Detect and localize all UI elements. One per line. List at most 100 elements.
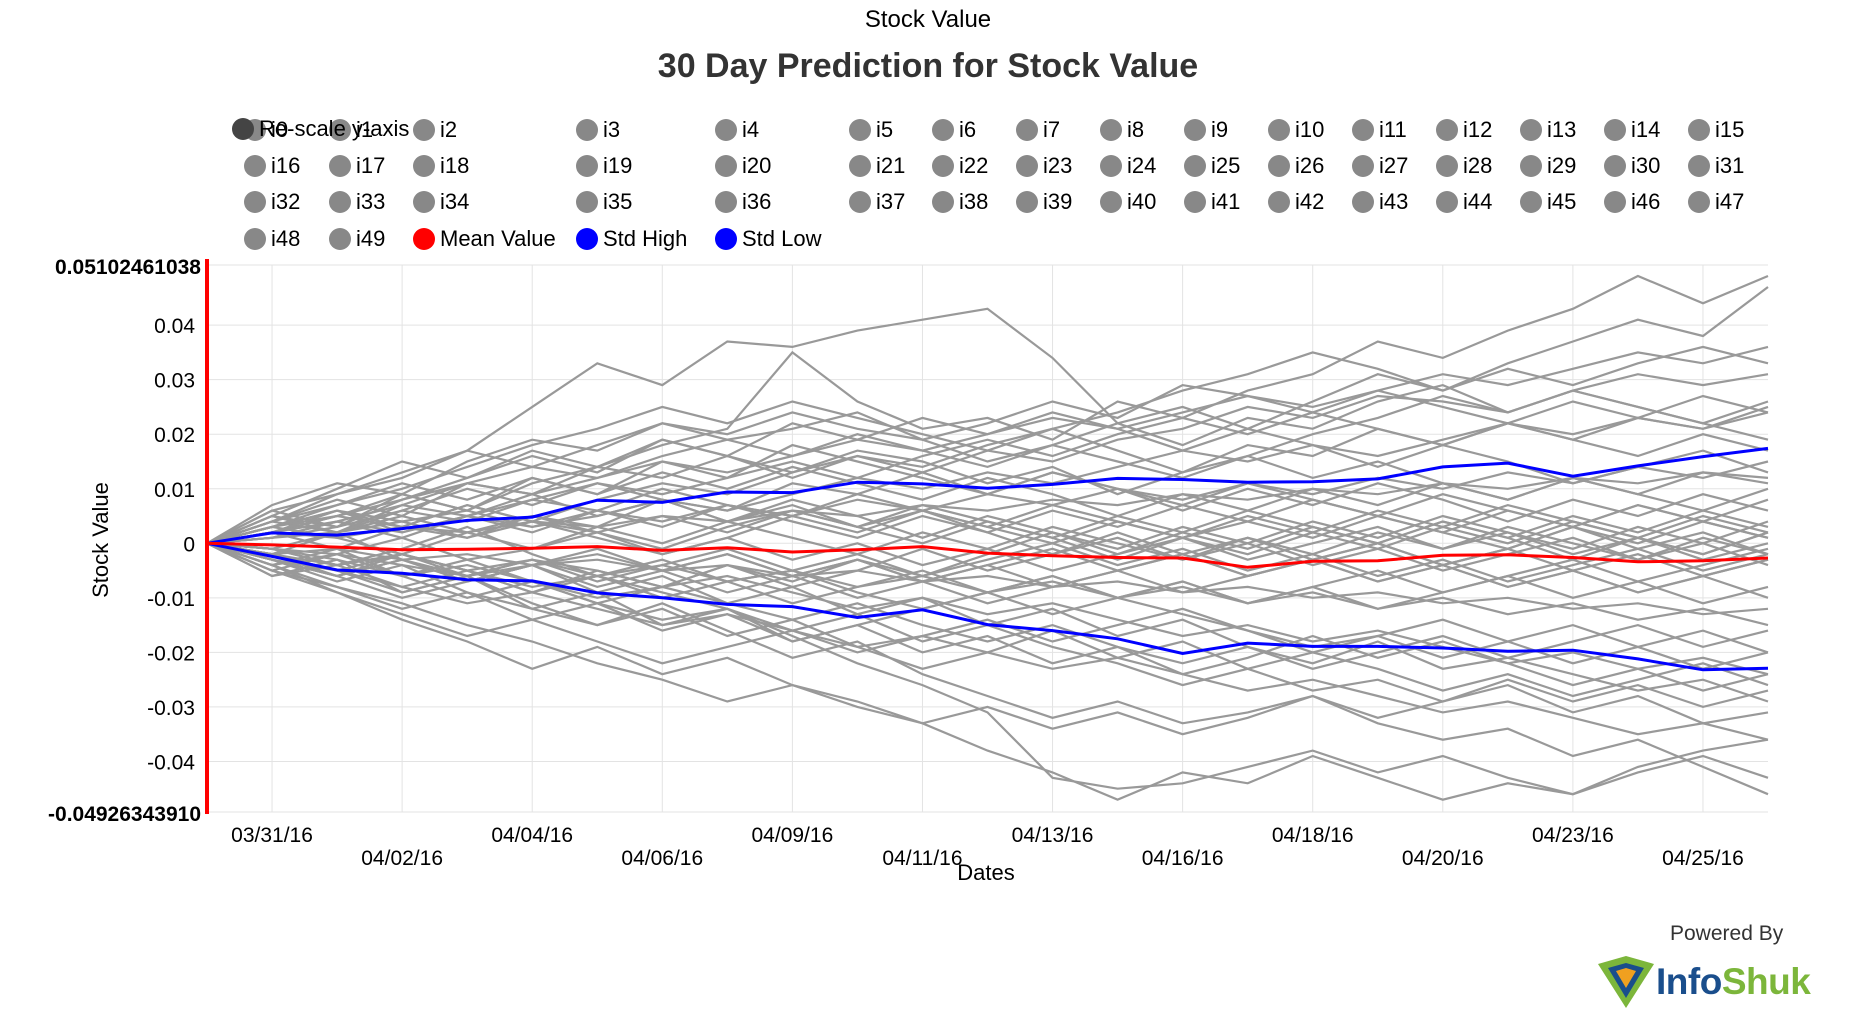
legend-item-i1[interactable]: i1 [329, 112, 373, 148]
legend-dot-icon [1268, 155, 1290, 177]
legend-item-i5[interactable]: i5 [849, 112, 893, 148]
legend-item-i43[interactable]: i43 [1352, 184, 1408, 220]
legend-label: i25 [1211, 153, 1241, 178]
x-tick-label: 04/11/16 [882, 847, 962, 870]
legend-item-i12[interactable]: i12 [1436, 112, 1492, 148]
legend-item-i35[interactable]: i35 [576, 184, 632, 220]
legend-label: i0 [271, 117, 289, 142]
legend-item-i44[interactable]: i44 [1436, 184, 1492, 220]
top-title: Stock Value [864, 6, 992, 33]
legend-item-i4[interactable]: i4 [715, 112, 759, 148]
legend-label: i28 [1463, 153, 1493, 178]
legend-item-i33[interactable]: i33 [329, 184, 385, 220]
legend-label: i46 [1631, 189, 1661, 214]
legend-item-i40[interactable]: i40 [1100, 184, 1156, 220]
series-line-i47 [206, 542, 1769, 627]
legend-item-i20[interactable]: i20 [715, 148, 771, 184]
rescale-dot-icon [232, 118, 254, 140]
infoshuk-logo[interactable]: InfoShuk [1596, 954, 1811, 1010]
legend-item-i14[interactable]: i14 [1604, 112, 1660, 148]
legend-item-i13[interactable]: i13 [1520, 112, 1576, 148]
series-line-i49 [206, 542, 1769, 583]
y-tick-label: 0.01 [154, 479, 195, 502]
x-axis: 03/31/16 04/02/16 04/04/16 04/06/16 04/09/16… [231, 824, 1744, 870]
x-tick-label: 04/23/16 [1532, 824, 1614, 847]
legend-item-i27[interactable]: i27 [1352, 148, 1408, 184]
legend-item-i23[interactable]: i23 [1016, 148, 1072, 184]
legend-item-i47[interactable]: i47 [1688, 184, 1744, 220]
legend-item-i11[interactable]: i11 [1352, 112, 1407, 148]
rescale-y-axis-toggle[interactable]: Re-scale y-axis [232, 116, 409, 142]
legend-item-i19[interactable]: i19 [576, 148, 632, 184]
legend-item-i30[interactable]: i30 [1604, 148, 1660, 184]
legend-label: i6 [959, 117, 977, 142]
legend-item-std-low[interactable]: Std Low [715, 221, 822, 257]
legend-item-i25[interactable]: i25 [1184, 148, 1240, 184]
legend-item-i49[interactable]: i49 [329, 221, 385, 257]
legend-item-i7[interactable]: i7 [1016, 112, 1060, 148]
legend-item-i9[interactable]: i9 [1184, 112, 1228, 148]
legend-item-i46[interactable]: i46 [1604, 184, 1660, 220]
legend-dot-icon [329, 191, 351, 213]
legend-item-i36[interactable]: i36 [715, 184, 771, 220]
legend-label: i35 [603, 189, 633, 214]
legend-item-i15[interactable]: i15 [1688, 112, 1744, 148]
legend-label: i45 [1547, 189, 1577, 214]
stat-layer [206, 446, 1769, 672]
legend-item-i18[interactable]: i18 [413, 148, 469, 184]
legend-label: i48 [271, 226, 301, 251]
legend-item-i26[interactable]: i26 [1268, 148, 1324, 184]
y-axis-min-label: -0.04926343910 [48, 803, 201, 826]
legend-dot-icon [1352, 155, 1374, 177]
legend-label: i4 [742, 117, 760, 142]
legend-item-i34[interactable]: i34 [413, 184, 469, 220]
legend-label: Std Low [742, 226, 822, 251]
logo-text-shuk: Shuk [1721, 961, 1811, 1002]
legend-item-i17[interactable]: i17 [329, 148, 385, 184]
legend-item-i28[interactable]: i28 [1436, 148, 1492, 184]
legend-dot-icon [1184, 155, 1206, 177]
legend-item-i2[interactable]: i2 [413, 112, 457, 148]
legend-dot-icon [715, 191, 737, 213]
legend-item-i22[interactable]: i22 [932, 148, 988, 184]
legend-label: i31 [1715, 153, 1745, 178]
legend-item-i21[interactable]: i21 [849, 148, 905, 184]
legend-item-std-high[interactable]: Std High [576, 221, 687, 257]
legend-dot-icon [1100, 191, 1122, 213]
series-line-i22 [206, 465, 1769, 545]
legend-dot-icon [932, 119, 954, 141]
legend-label: i20 [742, 153, 772, 178]
legend-label: i8 [1127, 117, 1145, 142]
legend-item-i8[interactable]: i8 [1100, 112, 1144, 148]
legend-item-i32[interactable]: i32 [244, 184, 300, 220]
legend-label: i19 [603, 153, 633, 178]
legend-item-i24[interactable]: i24 [1100, 148, 1156, 184]
legend-item-i31[interactable]: i31 [1688, 148, 1744, 184]
y-axis: -0.04 -0.03 -0.02 -0.01 0 0.01 0.02 0.03 0.04 0.0… [48, 256, 209, 826]
legend-item-i41[interactable]: i41 [1184, 184, 1240, 220]
legend-dot-icon [849, 119, 871, 141]
legend-dot-icon [1436, 191, 1458, 213]
legend-item-i39[interactable]: i39 [1016, 184, 1072, 220]
legend-item-i3[interactable]: i3 [576, 112, 620, 148]
legend-item-mean-value[interactable]: Mean Value [413, 221, 556, 257]
legend-item-i45[interactable]: i45 [1520, 184, 1576, 220]
legend-item-i10[interactable]: i10 [1268, 112, 1324, 148]
legend-item-i42[interactable]: i42 [1268, 184, 1324, 220]
x-tick-label: 04/16/16 [1142, 847, 1224, 870]
legend-dot-icon [1688, 119, 1710, 141]
legend-item-i37[interactable]: i37 [849, 184, 905, 220]
legend-item-i16[interactable]: i16 [244, 148, 300, 184]
legend-item-i6[interactable]: i6 [932, 112, 976, 148]
legend-item-i38[interactable]: i38 [932, 184, 988, 220]
legend-label: i44 [1463, 189, 1493, 214]
x-tick-label: 04/18/16 [1272, 824, 1354, 847]
series-line-i31 [206, 542, 1769, 670]
legend-label: i12 [1463, 117, 1493, 142]
legend-item-i29[interactable]: i29 [1520, 148, 1576, 184]
legend-item-i48[interactable]: i48 [244, 221, 300, 257]
infoshuk-logo-icon [1598, 956, 1654, 1008]
legend-label: i47 [1715, 189, 1745, 214]
y-tick-label: -0.01 [147, 588, 195, 611]
